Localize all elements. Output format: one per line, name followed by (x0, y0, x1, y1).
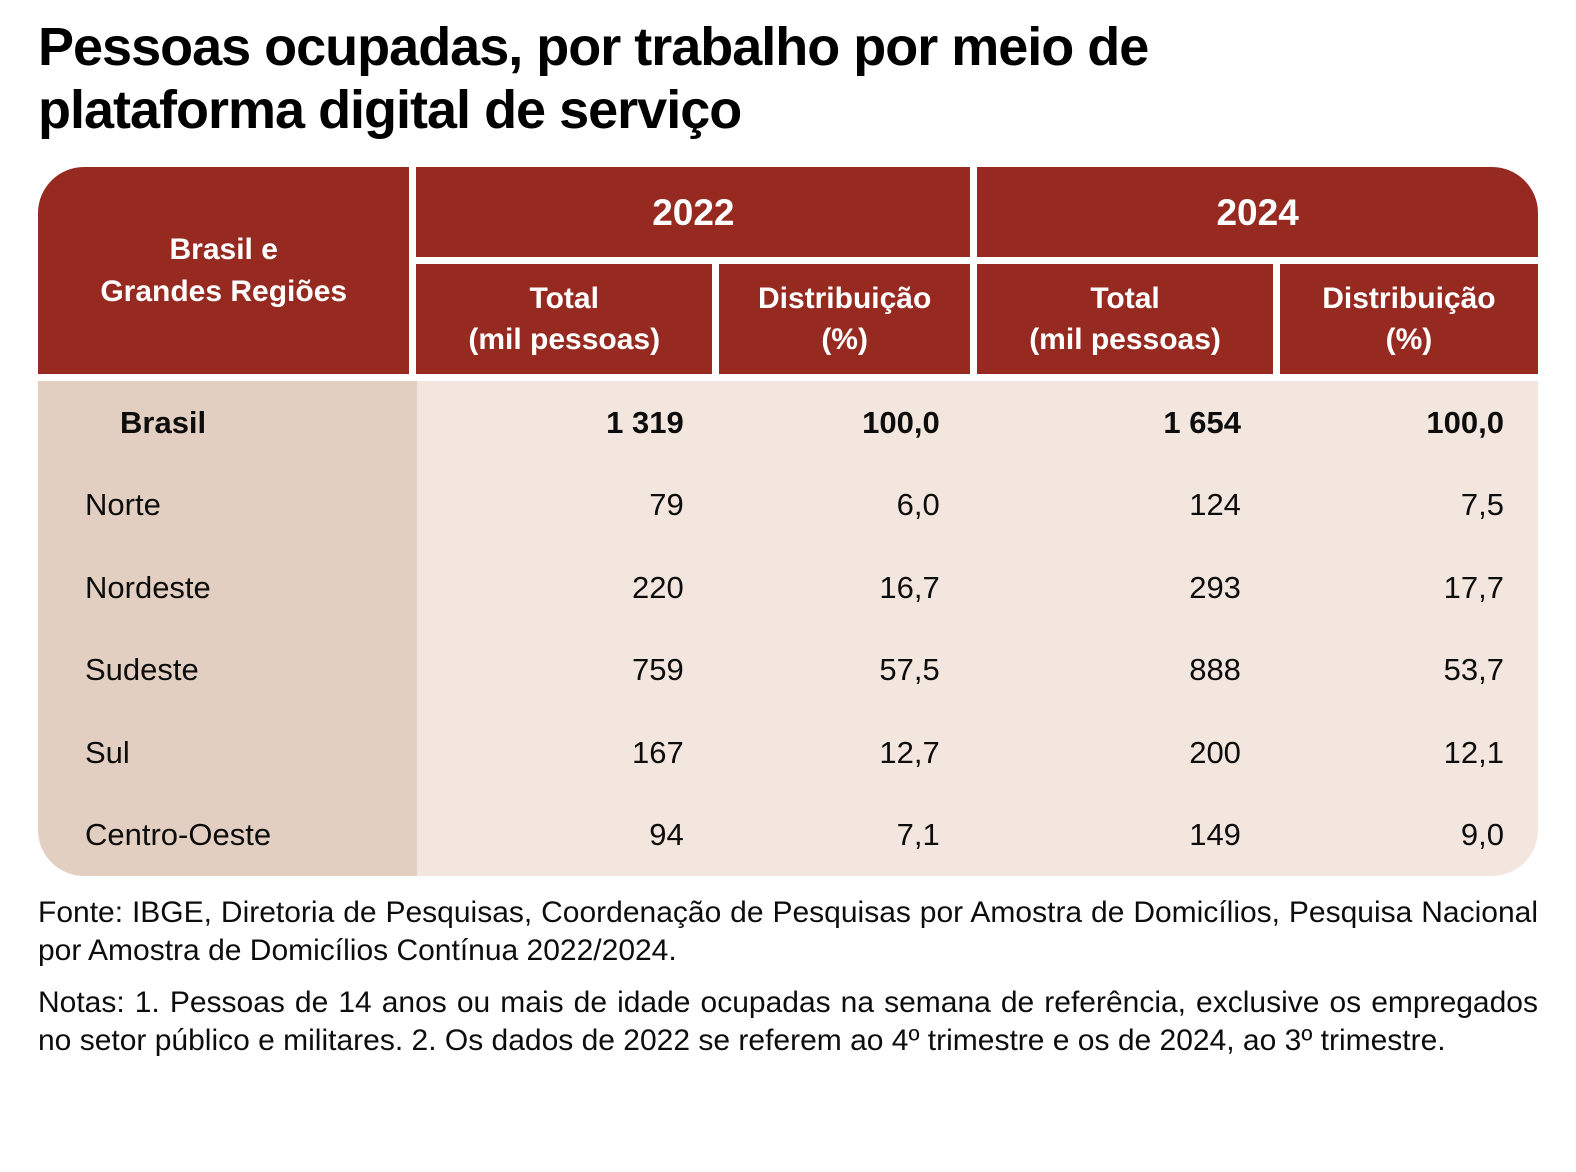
value-cell: 16,7 (717, 546, 974, 629)
page-title: Pessoas ocupadas, por trabalho por meio … (38, 16, 1538, 141)
header-dist-2022-line1: Distribuição (757, 281, 932, 315)
header-total-2022-line2: (mil pessoas) (468, 323, 661, 357)
header-regions-line2: Grandes Regiões (100, 274, 348, 308)
value-cell: 1 654 (973, 381, 1275, 464)
value-cell: 293 (973, 546, 1275, 629)
page-title-line2: plataforma digital de serviço (38, 79, 742, 140)
header-total-2024-line2: (mil pessoas) (1029, 323, 1221, 357)
table-header: Brasil e Grandes Regiões 2022 2024 Total… (38, 167, 1538, 375)
value-cell: 200 (973, 711, 1275, 794)
value-cell: 220 (416, 546, 718, 629)
value-cell: 6,0 (717, 463, 974, 547)
value-cell: 12,7 (717, 711, 974, 794)
value-cell: 100,0 (1274, 381, 1538, 464)
header-cell-regions: Brasil e Grandes Regiões (38, 167, 410, 375)
value-cell: 79 (416, 463, 718, 547)
value-cell: 94 (416, 793, 718, 877)
header-dist-2024-line2: (%) (1385, 323, 1433, 357)
region-cell: Nordeste (38, 546, 417, 629)
value-cell: 888 (973, 628, 1275, 712)
data-table: Brasil e Grandes Regiões 2022 2024 Total… (38, 167, 1538, 877)
value-cell: 167 (416, 711, 718, 794)
value-cell: 124 (973, 463, 1275, 547)
header-cell-dist-2024: Distribuição (%) (1279, 264, 1538, 375)
value-cell: 1 319 (416, 381, 718, 464)
table-body: Brasil 1 319 100,0 1 654 100,0 Norte 79 6,0 124 7… (38, 381, 1538, 877)
header-dist-2022-line2: (%) (821, 323, 868, 357)
value-cell: 53,7 (1274, 628, 1538, 712)
header-cell-year-2024: 2024 (977, 167, 1538, 258)
header-regions-line1: Brasil e (169, 233, 278, 267)
region-cell: Centro-Oeste (38, 793, 417, 877)
value-cell: 7,1 (717, 793, 974, 877)
region-cell: Sudeste (38, 628, 417, 712)
value-cell: 17,7 (1274, 546, 1538, 629)
value-cell: 9,0 (1274, 793, 1538, 877)
header-cell-total-2024: Total (mil pessoas) (977, 264, 1273, 375)
value-cell: 100,0 (717, 381, 974, 464)
header-total-2024-line1: Total (1090, 281, 1160, 315)
value-cell: 759 (416, 628, 718, 712)
header-total-2022-line1: Total (529, 281, 599, 315)
header-cell-year-2022: 2022 (416, 167, 971, 258)
header-cell-total-2022: Total (mil pessoas) (416, 264, 713, 375)
header-cell-dist-2022: Distribuição (%) (719, 264, 971, 375)
page: Pessoas ocupadas, por trabalho por meio … (38, 16, 1538, 1059)
footer: Fonte: IBGE, Diretoria de Pesquisas, Coo… (38, 894, 1538, 1059)
region-cell: Sul (38, 711, 417, 794)
value-cell: 12,1 (1274, 711, 1538, 794)
value-cell: 57,5 (717, 628, 974, 712)
region-cell: Norte (38, 463, 417, 547)
notes-text: Notas: 1. Pessoas de 14 anos ou mais de … (38, 985, 1538, 1057)
header-dist-2024-line1: Distribuição (1322, 281, 1496, 315)
source-text: Fonte: IBGE, Diretoria de Pesquisas, Coo… (38, 896, 1538, 968)
value-cell: 7,5 (1274, 463, 1538, 547)
page-title-line1: Pessoas ocupadas, por trabalho por meio … (38, 17, 1149, 77)
region-cell: Brasil (38, 381, 417, 464)
value-cell: 149 (973, 793, 1275, 877)
